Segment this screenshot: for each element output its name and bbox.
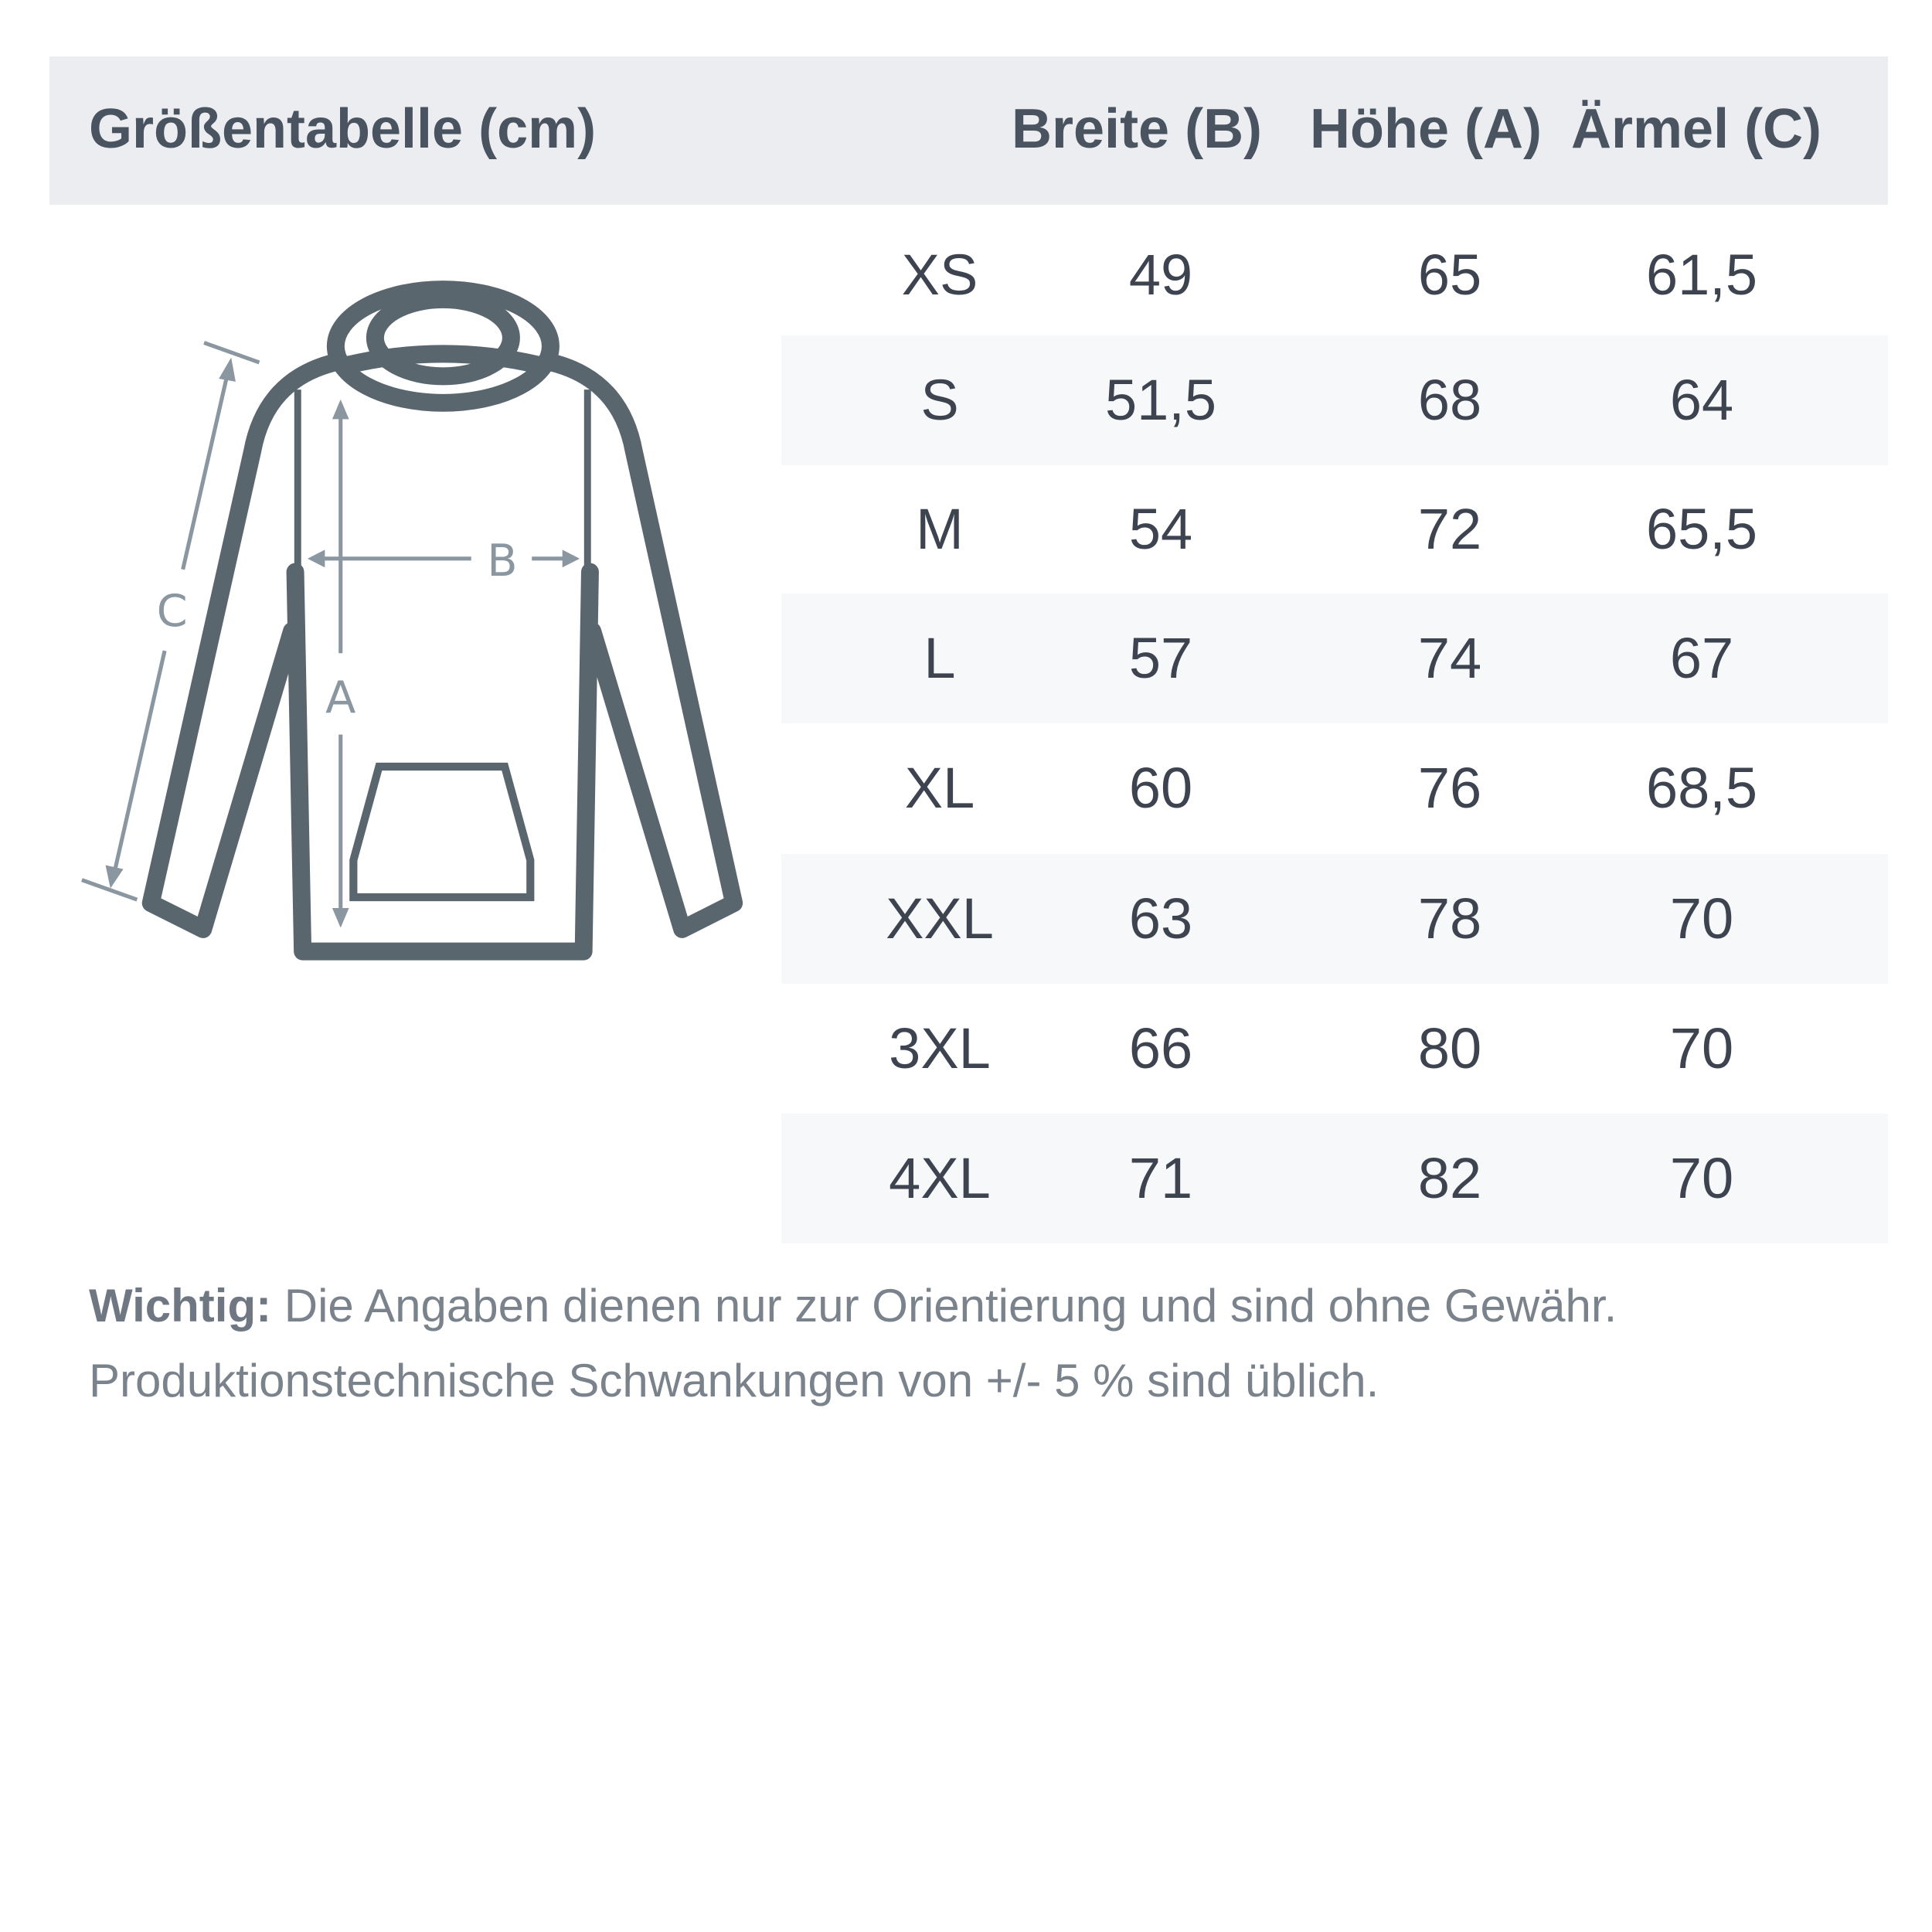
cell-hoehe: 82 [1417, 1146, 1482, 1210]
cell-hoehe: 78 [1417, 886, 1482, 951]
note-line-1: Wichtig: Die Angaben dienen nur zur Orie… [89, 1279, 1617, 1332]
cell-breite: 51,5 [1104, 368, 1217, 432]
page-title: Größentabelle (cm) [89, 98, 597, 160]
cell-hoehe: 74 [1417, 626, 1482, 690]
cell-hoehe: 76 [1417, 756, 1482, 820]
cell-aermel: 68,5 [1645, 756, 1758, 820]
cell-size: M [916, 497, 964, 561]
cell-breite: 54 [1128, 497, 1193, 561]
table-row: XL 60 76 68,5 [781, 723, 1888, 853]
cell-size: S [920, 368, 959, 432]
cell-aermel: 65,5 [1645, 497, 1758, 561]
note-label: Wichtig: [89, 1280, 272, 1332]
cell-size: XXL [886, 886, 994, 951]
cell-hoehe: 68 [1417, 368, 1482, 432]
note-text-1: Die Angaben dienen nur zur Orientierung … [271, 1280, 1617, 1332]
cell-size: L [923, 626, 956, 690]
column-header-hoehe: Höhe (A) [1310, 98, 1542, 160]
table-row: 4XL 71 82 70 [781, 1114, 1888, 1243]
cell-hoehe: 72 [1417, 497, 1482, 561]
body-side-lines [294, 389, 591, 573]
cell-aermel: 67 [1669, 626, 1734, 690]
cell-aermel: 70 [1669, 1146, 1734, 1210]
cell-aermel: 64 [1669, 368, 1734, 432]
table-row: M 54 72 65,5 [781, 464, 1888, 594]
cell-size: XS [901, 243, 978, 307]
label-b: B [487, 535, 517, 587]
column-header-breite: Breite (B) [1012, 98, 1263, 160]
note-line-2: Produktionstechnische Schwankungen von +… [89, 1355, 1379, 1406]
cell-aermel: 61,5 [1645, 243, 1758, 307]
table-row: S 51,5 68 64 [781, 335, 1888, 465]
table-header [49, 56, 1888, 205]
cell-breite: 66 [1128, 1016, 1193, 1080]
cell-hoehe: 65 [1417, 243, 1482, 307]
table-row: XS 49 65 61,5 [781, 210, 1888, 340]
cell-breite: 71 [1128, 1146, 1193, 1210]
cell-breite: 60 [1128, 756, 1193, 820]
cell-aermel: 70 [1669, 886, 1734, 951]
table-row: L 57 74 67 [781, 594, 1888, 723]
cell-hoehe: 80 [1417, 1016, 1482, 1080]
pocket [349, 762, 535, 902]
cell-size: 4XL [889, 1146, 991, 1210]
cell-size: 3XL [889, 1016, 991, 1080]
table-row: 3XL 66 80 70 [781, 984, 1888, 1114]
cell-size: XL [904, 756, 975, 820]
label-c: C [157, 585, 188, 637]
cell-breite: 63 [1128, 886, 1193, 951]
cell-breite: 57 [1128, 626, 1193, 690]
cell-aermel: 70 [1669, 1016, 1734, 1080]
measurement-arrows [81, 341, 580, 928]
table-row: XXL 63 78 70 [781, 854, 1888, 984]
hoodie-measurement-diagram: A B C [81, 281, 743, 961]
label-a: A [325, 672, 355, 723]
cell-breite: 49 [1128, 243, 1193, 307]
hoodie-outline [141, 281, 743, 961]
column-header-aermel: Ärmel (C) [1571, 98, 1822, 160]
